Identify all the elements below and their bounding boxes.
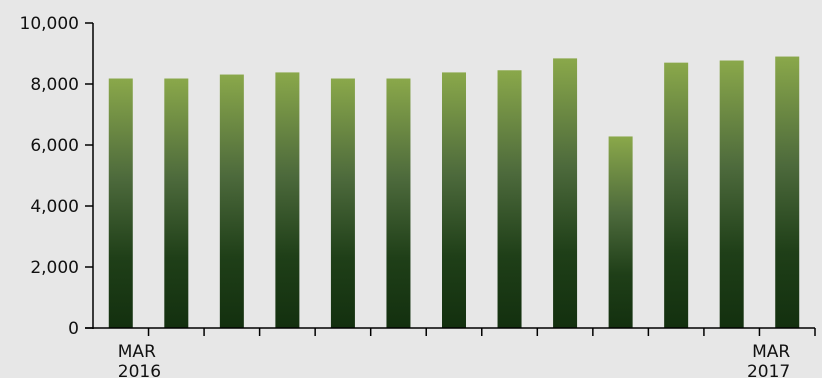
bar-sep-2016 bbox=[442, 72, 466, 328]
bars-group bbox=[108, 56, 800, 329]
x-tick-label-first-year: 2016 bbox=[118, 362, 161, 378]
y-tick-label: 2,000 bbox=[30, 258, 79, 278]
bar-aug-2016 bbox=[386, 78, 411, 328]
bar-mar-2017 bbox=[775, 56, 800, 329]
x-tick-label-last: MAR bbox=[752, 342, 790, 362]
bar-nov-2016 bbox=[553, 58, 578, 328]
bar-jan-2017 bbox=[664, 62, 689, 329]
y-tick-label: 8,000 bbox=[30, 75, 79, 95]
bar-dec-2016 bbox=[608, 136, 633, 328]
bar-apr-2016 bbox=[164, 78, 189, 328]
bar-oct-2016 bbox=[497, 70, 522, 329]
labels-group: 02,0004,0006,0008,00010,000MAR2016MAR201… bbox=[20, 14, 791, 378]
x-tick-label-first: MAR bbox=[118, 342, 156, 362]
x-tick-label-last-year: 2017 bbox=[747, 362, 790, 378]
axes-group bbox=[85, 22, 816, 336]
bar-jun-2016 bbox=[275, 72, 300, 328]
y-tick-label: 6,000 bbox=[30, 136, 79, 156]
bar-mar-2016 bbox=[108, 78, 133, 328]
bar-feb-2017 bbox=[719, 60, 744, 328]
bar-may-2016 bbox=[219, 74, 244, 328]
y-tick-label: 10,000 bbox=[20, 14, 79, 34]
bar-jul-2016 bbox=[330, 78, 355, 328]
y-tick-label: 4,000 bbox=[30, 197, 79, 217]
y-tick-label: 0 bbox=[68, 319, 79, 339]
